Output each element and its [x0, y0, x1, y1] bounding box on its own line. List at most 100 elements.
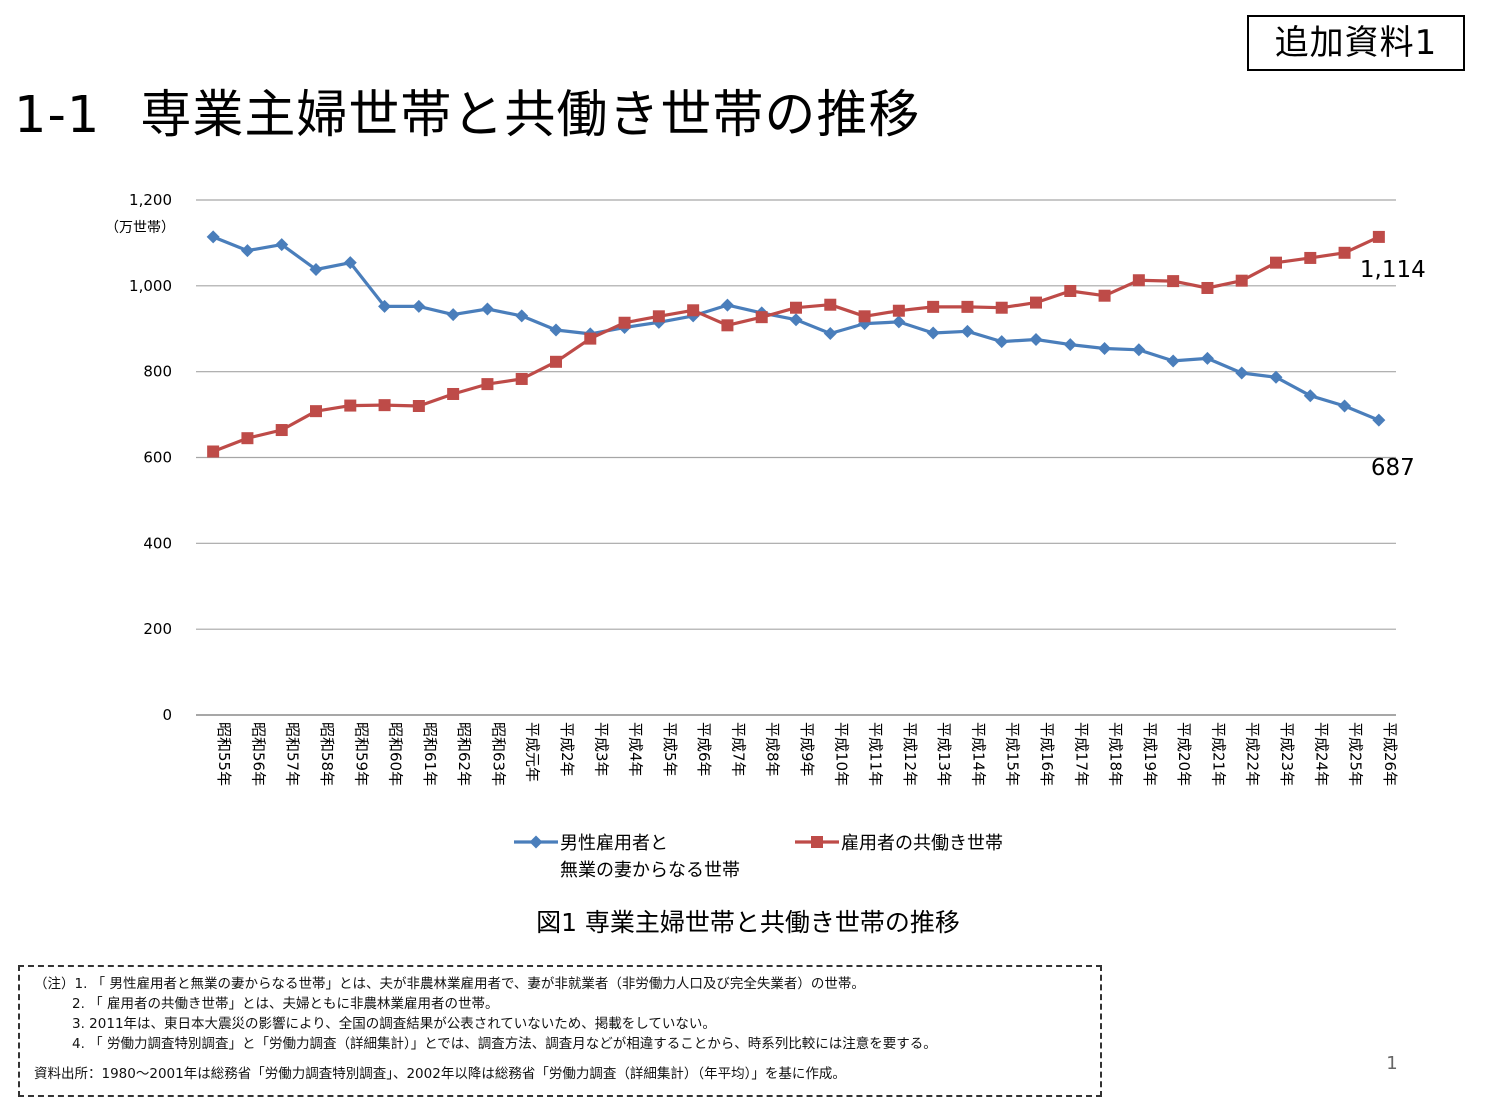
x-tick-label: 平成10年	[832, 722, 850, 786]
data-point	[927, 300, 940, 313]
y-tick-label: 0	[162, 706, 172, 724]
x-tick-label: 平成3年	[592, 722, 610, 777]
data-point	[275, 238, 289, 252]
gridlines	[196, 199, 1396, 716]
data-point	[481, 378, 494, 391]
data-point	[995, 301, 1008, 314]
y-tick-label: 1,200	[129, 191, 172, 209]
x-tick-label: 昭和58年	[318, 722, 336, 786]
data-point	[1304, 251, 1317, 264]
data-point	[721, 319, 734, 332]
series-2	[207, 230, 1385, 458]
data-point	[1372, 413, 1386, 427]
x-tick-label: 平成16年	[1038, 722, 1056, 786]
y-axis-unit-label: （万世帯）	[105, 220, 175, 236]
x-tick-label: 平成4年	[627, 722, 645, 777]
data-point	[687, 304, 700, 317]
x-tick-label: 平成8年	[764, 722, 782, 777]
document-label: 追加資料1	[1247, 15, 1465, 71]
x-tick-label: 平成13年	[935, 722, 953, 786]
data-point	[1235, 366, 1249, 380]
x-tick-label: 平成15年	[1004, 722, 1022, 786]
note-2: 2. 「 雇用者の共働き世帯」とは、夫婦ともに非農林業雇用者の世帯。	[72, 996, 499, 1012]
data-point	[755, 311, 768, 324]
x-tick-label: 平成6年	[695, 722, 713, 777]
x-tick-label: 平成元年	[524, 722, 542, 782]
x-tick-label: 昭和57年	[284, 722, 302, 786]
data-point	[447, 387, 460, 400]
note-1: （注）1. 「 男性雇用者と無業の妻からなる世帯」とは、夫が非農林業雇用者で、妻…	[34, 976, 865, 992]
x-tick-label: 平成18年	[1107, 722, 1125, 786]
note-3: 3. 2011年は、東日本大震災の影響により、全国の調査結果が公表されていないた…	[72, 1016, 716, 1032]
data-point	[1338, 246, 1351, 259]
data-point	[961, 300, 974, 313]
data-point	[652, 310, 665, 323]
note-4: 4. 「 労働力調査特別調査」と「労働力調査（詳細集計）」とでは、調査方法、調査…	[72, 1036, 937, 1052]
x-tick-label: 平成25年	[1347, 722, 1365, 786]
x-tick-label: 平成21年	[1209, 722, 1227, 786]
chart-series	[206, 230, 1386, 458]
data-point	[1063, 338, 1077, 352]
data-point	[1030, 296, 1042, 309]
line-chart: 0 200 400 600 800 1,000 1,200 （万世帯） 昭和55年 昭和56年…	[105, 191, 1426, 881]
y-axis-tick-labels: 0 200 400 600 800 1,000 1,200	[129, 191, 172, 724]
data-point	[823, 326, 837, 340]
data-point	[1270, 256, 1282, 269]
data-point	[1029, 332, 1043, 346]
data-point	[789, 313, 803, 327]
data-point	[1098, 289, 1111, 302]
legend-marker	[529, 835, 543, 849]
chart-legend: 男性雇用者と無業の妻からなる世帯 雇用者の共働き世帯	[514, 833, 1003, 881]
data-point	[824, 298, 837, 311]
legend-label: 無業の妻からなる世帯	[560, 860, 740, 881]
page-title-number: 1-1	[14, 86, 101, 145]
data-point	[240, 244, 254, 258]
x-tick-label: 平成22年	[1244, 722, 1262, 786]
series-line	[212, 235, 1380, 453]
x-tick-label: 昭和61年	[421, 722, 439, 786]
data-point	[1200, 351, 1214, 365]
legend-item: 男性雇用者と無業の妻からなる世帯	[514, 833, 740, 881]
x-tick-label: 平成5年	[661, 722, 679, 777]
data-point	[1132, 274, 1145, 287]
data-point	[1303, 389, 1317, 403]
y-tick-label: 800	[143, 363, 172, 381]
x-tick-label: 平成23年	[1278, 722, 1296, 786]
end-data-label: 687	[1371, 455, 1415, 481]
data-point	[1235, 274, 1248, 287]
x-tick-label: 平成24年	[1312, 722, 1330, 786]
x-tick-label: 昭和60年	[387, 722, 405, 786]
x-tick-label: 平成7年	[729, 722, 747, 777]
data-point	[206, 230, 220, 244]
legend-marker	[811, 836, 823, 848]
data-point	[310, 405, 322, 418]
x-tick-label: 平成2年	[558, 722, 576, 777]
data-point	[412, 299, 426, 313]
x-tick-label: 平成26年	[1381, 722, 1399, 786]
data-point	[1132, 343, 1146, 357]
x-tick-label: 平成14年	[969, 722, 987, 786]
data-point	[207, 445, 220, 458]
legend-item: 雇用者の共働き世帯	[795, 833, 1003, 854]
data-point	[515, 309, 529, 323]
data-point	[378, 299, 392, 313]
data-point	[515, 372, 528, 385]
data-point	[343, 256, 357, 270]
x-tick-label: 平成11年	[867, 722, 885, 786]
data-point	[584, 332, 597, 345]
data-point	[1269, 370, 1283, 384]
data-point	[480, 302, 494, 316]
y-tick-label: 1,000	[129, 277, 172, 295]
x-tick-label: 平成9年	[798, 722, 816, 777]
data-point	[550, 355, 562, 368]
data-point	[446, 308, 460, 322]
x-tick-label: 昭和59年	[352, 722, 370, 786]
x-tick-label: 平成19年	[1141, 722, 1159, 786]
y-tick-label: 200	[143, 620, 172, 638]
x-tick-label: 平成12年	[901, 722, 919, 786]
end-data-label: 1,114	[1360, 257, 1426, 283]
data-point	[790, 301, 802, 314]
legend-label: 雇用者の共働き世帯	[841, 833, 1003, 854]
x-tick-label: 平成17年	[1072, 722, 1090, 786]
